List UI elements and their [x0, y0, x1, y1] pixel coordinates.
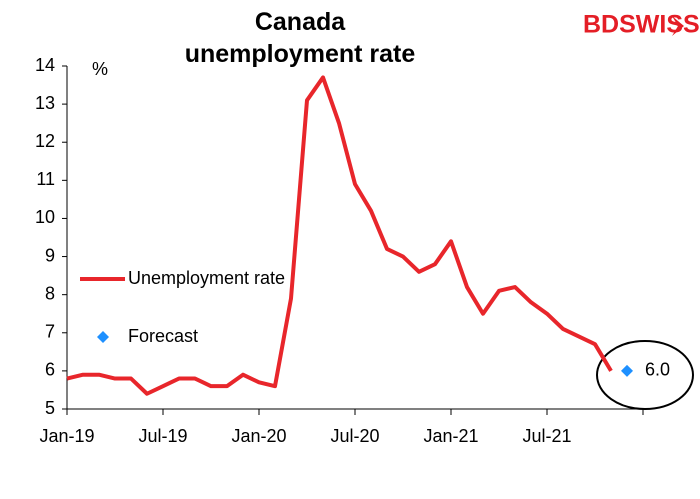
y-tick-label: 6 [45, 360, 55, 380]
chart-title: Canada unemployment rate [184, 8, 416, 68]
legend-label: Unemployment rate [128, 268, 285, 288]
marker [621, 364, 633, 377]
value-label: 6.0 [645, 360, 670, 380]
y-tick-label: 9 [45, 245, 55, 265]
highlight-circle [596, 340, 694, 410]
y-tick-label: 10 [35, 207, 55, 227]
y-tick-label: 14 [35, 55, 55, 75]
logo-arrow [672, 16, 684, 36]
y-tick-label: 11 [36, 169, 55, 189]
y-tick-label: 8 [45, 283, 55, 303]
y-tick-label: 5 [45, 398, 55, 418]
y-tick-label: 13 [35, 93, 55, 113]
x-tick-label: Jan-20 [231, 426, 286, 446]
y-tick-label: 12 [35, 131, 55, 151]
y-tick-label: 7 [45, 322, 55, 342]
x-tick-label: Jan-19 [39, 426, 94, 446]
line [66, 75, 613, 396]
x-tick-label: Jan-21 [423, 426, 478, 446]
x-tick-label: Jul-19 [138, 426, 187, 446]
x-tick-label: Jul-20 [330, 426, 379, 446]
x-tick-label: Jul-21 [522, 426, 571, 446]
legend-swatch [97, 331, 109, 343]
y-unit: % [92, 59, 108, 79]
legend-label: Forecast [128, 326, 198, 346]
